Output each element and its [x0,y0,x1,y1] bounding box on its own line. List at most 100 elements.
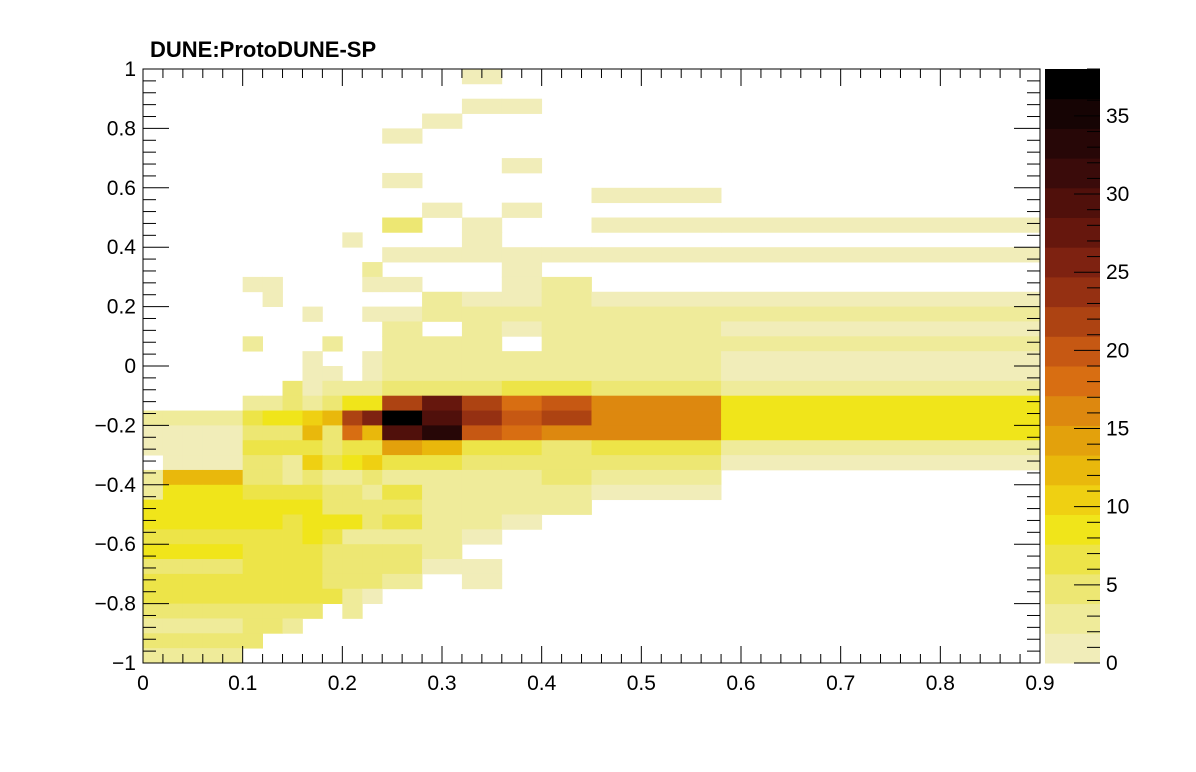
heatmap-cell [721,380,1041,397]
y-tick-label: 0.6 [107,177,136,200]
y-tick-label: −1 [112,652,136,675]
heatmap-cell [382,440,423,456]
heatmap-cell [222,484,244,501]
heatmap-cell [242,514,263,530]
x-tick-label: 0.7 [826,672,855,695]
heatmap-cell [721,410,1041,426]
heatmap-cell [362,410,383,426]
heatmap-cell [282,529,303,545]
heatmap-cell [182,425,204,441]
heatmap-cell [202,514,224,530]
heatmap-cell [162,499,184,515]
colorbar-swatch [1045,484,1100,515]
heatmap-cell [362,351,383,367]
colorbar-swatch [1045,187,1100,218]
x-tick-label: 0.1 [228,672,257,695]
colorbar-tick-label: 15 [1106,418,1129,441]
heatmap-cell [143,618,164,634]
heatmap-cell [162,440,184,456]
heatmap-cell [422,336,463,352]
heatmap-cell [461,321,503,337]
colorbar-swatch [1045,276,1100,308]
heatmap-cell [162,603,184,619]
heatmap-cell [242,499,263,515]
heatmap-cell [143,648,164,664]
colorbar-tick-labels: 0 5 10 15 20 25 30 35 [1106,105,1129,675]
heatmap-cell [362,440,383,456]
heatmap-cell [541,291,592,307]
y-tick-label: 0.8 [107,117,136,140]
heatmap-cell [162,514,184,530]
heatmap-cell [282,425,303,441]
heatmap-cell [382,573,423,590]
heatmap-cell [302,603,323,619]
heatmap-cell [382,217,423,233]
heatmap-cell [282,455,303,471]
colorbar-swatch [1045,573,1100,605]
heatmap-cell [501,98,543,114]
heatmap-cell [302,306,323,322]
heatmap-cell [362,380,383,397]
heatmap-cell [461,351,503,367]
heatmap-cell [362,276,383,293]
colorbar-tick-label: 35 [1106,105,1129,128]
heatmap-cell [143,559,164,575]
heatmap-cell [322,573,343,590]
heatmap-cell [422,499,463,515]
heatmap-cell [422,559,463,575]
heatmap-cell [501,455,543,471]
heatmap-cell [162,648,184,664]
heatmap-cell [143,544,164,560]
heatmap-cell [461,217,503,233]
heatmap-cell [282,588,303,604]
heatmap-cell [422,410,463,426]
heatmap-cell [143,469,164,486]
heatmap-cell [362,366,383,382]
axis-ticks [142,68,1041,664]
heatmap-cell [342,529,363,545]
heatmap-cell [202,469,224,486]
heatmap-cell [362,306,383,322]
heatmap-cell [222,440,244,456]
heatmap-cell [162,618,184,634]
heatmap-cell [501,276,543,293]
heatmap-cell [302,499,323,515]
heatmap-cell [242,588,263,604]
heatmap-cell [501,440,543,456]
heatmap-cell [461,514,503,530]
heatmap-cell [501,321,543,337]
colorbar-tick-label: 20 [1106,339,1129,362]
heatmap-cell [541,321,592,337]
heatmap-cell [262,425,283,441]
heatmap-cell [202,455,224,471]
heatmap-cell [501,158,543,174]
heatmap-cell [302,380,323,397]
heatmap-cell [302,425,323,441]
heatmap-cell [202,544,224,560]
heatmap-cell [162,573,184,590]
heatmap-cell [302,544,323,560]
heatmap-cell [222,648,244,664]
heatmap-cell [541,410,592,426]
heatmap-cell [302,440,323,456]
heatmap-cell [162,469,184,486]
heatmap-cell [721,440,1041,456]
heatmap-cell [382,529,423,545]
heatmap-cell [202,529,224,545]
heatmap-cell [282,573,303,590]
heatmap-cell [202,588,224,604]
heatmap-cell [182,514,204,530]
heatmap-cell [591,217,722,233]
heatmap-cell [242,276,263,293]
colorbar-swatch [1045,633,1100,664]
heatmap-cell [721,455,1041,471]
heatmap-cell [202,618,224,634]
heatmap-cell [541,351,592,367]
heatmap-cell [162,544,184,560]
heatmap-cell [461,98,503,114]
heatmap-cell [302,529,323,545]
heatmap-cell [501,247,543,263]
heatmap-cell [461,410,503,426]
heatmap-cell [382,306,423,322]
